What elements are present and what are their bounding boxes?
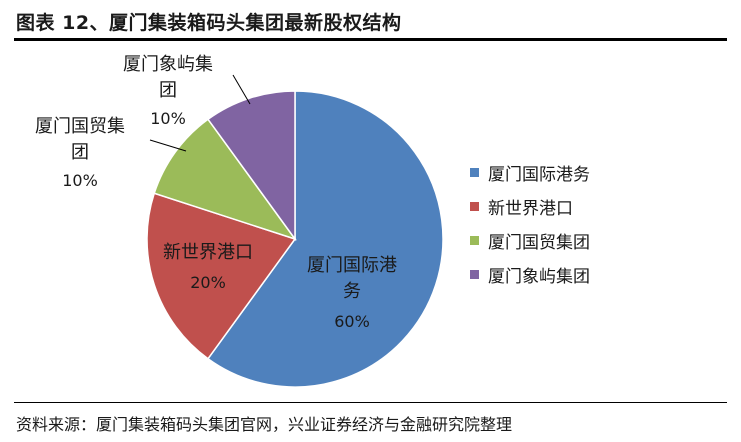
pie-slice-3 — [153, 118, 297, 241]
slice-label-3-line-1: 厦门国贸集 — [35, 116, 125, 137]
slice-percent-3: 10% — [62, 171, 98, 190]
slice-label-3-line-2: 团 — [71, 142, 89, 163]
chart-title: 图表 12、厦门集装箱码头集团最新股权结构 — [16, 12, 402, 34]
source-note: 资料来源：厦门集装箱码头集团官网，兴业证券经济与金融研究院整理 — [16, 415, 513, 434]
title-rule — [14, 38, 727, 41]
legend-label-1: 厦门国际港务 — [488, 165, 590, 185]
leader-line-3 — [149, 139, 187, 152]
legend-label-3: 厦门国贸集团 — [488, 233, 590, 253]
slice-label-4-line-1: 厦门象屿集 — [123, 54, 213, 75]
leader-line-4 — [232, 74, 251, 105]
legend-swatch-1 — [470, 168, 479, 177]
slice-label-1-line-1: 厦门国际港 — [307, 255, 397, 276]
slice-percent-1: 60% — [334, 312, 370, 331]
legend-label-2: 新世界港口 — [488, 199, 573, 219]
slice-percent-2: 20% — [190, 273, 226, 292]
leader-lines — [149, 74, 251, 152]
slice-label-4-line-2: 团 — [159, 80, 177, 101]
pie-slice-1 — [206, 90, 444, 388]
pie-slice-4 — [206, 90, 296, 242]
slice-label-2-line-1: 新世界港口 — [163, 242, 253, 263]
legend-swatch-4 — [470, 270, 479, 279]
legend-swatch-3 — [470, 236, 479, 245]
legend-label-4: 厦门象屿集团 — [488, 267, 590, 287]
pie-slices — [146, 90, 444, 388]
pie-slice-2 — [146, 192, 297, 360]
source-rule — [14, 402, 727, 403]
slice-percent-4: 10% — [150, 109, 186, 128]
legend-swatch-2 — [470, 202, 479, 211]
slice-label-1-line-2: 务 — [343, 281, 361, 302]
